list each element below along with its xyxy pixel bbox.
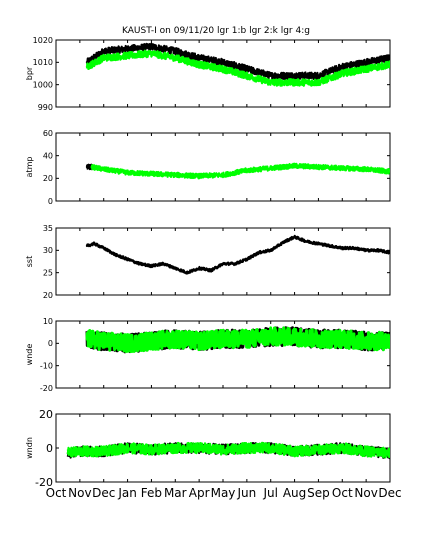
y-tick-label: 10	[43, 317, 53, 326]
series-line	[85, 49, 390, 87]
x-tick-label: Nov	[354, 486, 377, 500]
series-lgr-4	[90, 162, 390, 180]
y-tick-label: 0	[48, 339, 53, 348]
y-tick-label: 1010	[33, 58, 53, 67]
x-tick-label: Aug	[283, 486, 306, 500]
x-tick-label: May	[211, 486, 236, 500]
x-tick-label: Oct	[46, 486, 67, 500]
y-axis-label: wnde	[25, 344, 34, 366]
x-tick-label: Jan	[117, 486, 137, 500]
y-axis-label: wndn	[25, 437, 34, 459]
y-tick-label: 1020	[33, 36, 53, 45]
y-tick-label: -10	[40, 361, 53, 370]
y-tick-label: 0	[46, 442, 53, 455]
x-tick-label: Feb	[141, 486, 162, 500]
y-tick-label: 20	[43, 291, 53, 300]
series-lgr-4	[85, 326, 390, 353]
y-tick-label: 30	[43, 246, 53, 255]
y-tick-label: 60	[43, 129, 53, 138]
y-axis-label: sst	[25, 256, 34, 267]
y-tick-label: -20	[40, 384, 53, 393]
x-tick-label: Jun	[236, 486, 256, 500]
y-tick-label: 990	[38, 103, 53, 112]
y-tick-label: 40	[43, 151, 53, 160]
y-tick-label: -20	[35, 476, 53, 489]
x-tick-label: Dec	[92, 486, 115, 500]
series-lgr-2	[85, 42, 390, 81]
x-tick-label: Sep	[307, 486, 330, 500]
x-tick-label: Dec	[378, 486, 401, 500]
figure-title: KAUST-I on 09/11/20 lgr 1:b lgr 2:k lgr …	[122, 26, 310, 36]
y-tick-label: 25	[43, 268, 53, 277]
panel-sst: 20 25 30 35 sst	[25, 224, 391, 300]
x-tick-label: Nov	[68, 486, 91, 500]
x-tick-label: Apr	[189, 486, 210, 500]
panel-bpr: 990 1000 1010 1020 bpr	[25, 36, 391, 112]
series-lgr-4	[85, 49, 390, 87]
series-lgr-4	[66, 441, 390, 459]
y-tick-label: 0	[48, 197, 53, 206]
y-axis-label: bpr	[25, 66, 34, 80]
panel-wnde: -20 -10 0 10 wnde	[25, 317, 391, 393]
x-tick-label: Oct	[332, 486, 353, 500]
panel-atmp: 0 20 40 60 atmp	[25, 129, 391, 206]
series-line	[90, 162, 390, 180]
series-line	[85, 42, 390, 81]
y-tick-label: 20	[43, 174, 53, 183]
series-line	[66, 441, 390, 459]
x-tick-label: Mar	[164, 486, 187, 500]
series-line	[86, 234, 390, 275]
series-line	[85, 326, 390, 353]
x-tick-label: Jul	[262, 486, 277, 500]
axes-frame	[55, 227, 391, 296]
y-tick-label: 20	[39, 408, 53, 421]
y-tick-label: 1000	[33, 80, 53, 89]
series-lgr-2	[85, 234, 390, 275]
y-axis-label: atmp	[25, 157, 34, 178]
y-tick-label: 35	[43, 224, 53, 233]
